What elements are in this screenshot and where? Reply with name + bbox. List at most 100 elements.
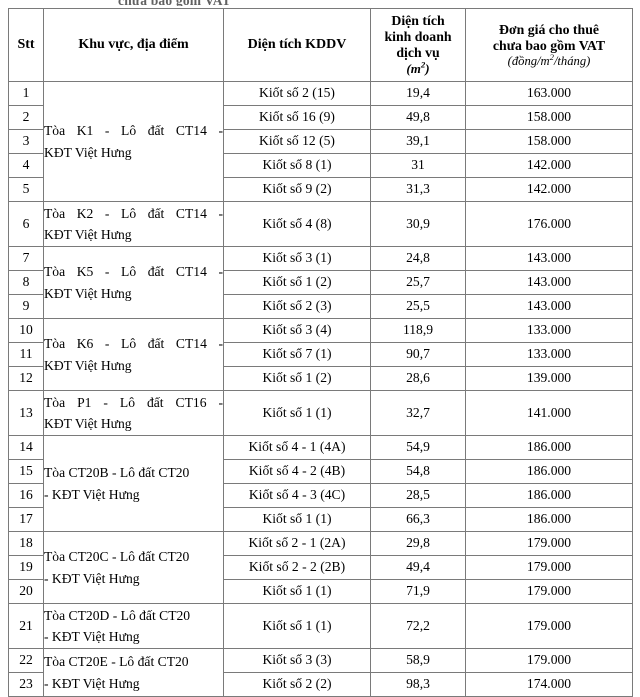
cell-kddv: Kiốt số 1 (2) xyxy=(223,270,371,295)
area-line-1: Tòa K6 - Lô đất CT14 - xyxy=(44,336,223,352)
cell-size: 49,4 xyxy=(370,555,466,580)
cell-kddv: Kiốt số 2 (15) xyxy=(223,81,371,106)
cell-kddv: Kiốt số 8 (1) xyxy=(223,153,371,178)
cell-price: 186.000 xyxy=(465,435,633,460)
cell-size: 54,9 xyxy=(370,435,466,460)
cell-kddv: Kiốt số 2 (3) xyxy=(223,294,371,319)
cell-price: 179.000 xyxy=(465,648,633,673)
cell-price: 163.000 xyxy=(465,81,633,106)
cell-size: 30,9 xyxy=(370,201,466,247)
table-row: 14 Tòa CT20B - Lô đất CT20 - KĐT Việt Hưng… xyxy=(8,435,633,532)
area-line-2: KĐT Việt Hưng xyxy=(44,416,132,431)
cell-kddv: Kiốt số 16 (9) xyxy=(223,105,371,130)
cell-size: 25,7 xyxy=(370,270,466,295)
size-header-line1: Diện tích xyxy=(391,13,445,29)
cell-kddv: Kiốt số 2 - 2 (2B) xyxy=(223,555,371,580)
cell-stt: 14 xyxy=(8,435,44,460)
cell-stt: 16 xyxy=(8,483,44,508)
table-row: 8 Kiốt số 1 (2) 25,7 143.000 xyxy=(8,270,633,295)
cell-stt: 17 xyxy=(8,507,44,532)
cell-area: Tòa K1 - Lô đất CT14 - KĐT Việt Hưng xyxy=(43,81,224,202)
header-row: Stt Khu vực, địa điểm Diện tích KDDV Diệ… xyxy=(8,8,633,82)
size-header-line3: dịch vụ xyxy=(396,45,440,61)
cell-kddv: Kiốt số 4 (8) xyxy=(223,201,371,247)
cell-size: 58,9 xyxy=(370,648,466,673)
cell-size: 31,3 xyxy=(370,177,466,202)
cell-size: 28,5 xyxy=(370,483,466,508)
cell-price: 179.000 xyxy=(465,603,633,649)
cell-price: 186.000 xyxy=(465,483,633,508)
cell-kddv: Kiốt số 3 (1) xyxy=(223,246,371,271)
cell-stt: 4 xyxy=(8,153,44,178)
table-row: 21 Tòa CT20D - Lô đất CT20 - KĐT Việt Hưng… xyxy=(8,603,633,649)
area-line-1: Tòa CT20D - Lô đất CT20 xyxy=(44,607,191,623)
table-row: 12 Kiốt số 1 (2) 28,6 139.000 xyxy=(8,366,633,391)
cell-price: 186.000 xyxy=(465,507,633,532)
table-row: 5 Kiốt số 9 (2) 31,3 142.000 xyxy=(8,177,633,202)
cell-stt: 13 xyxy=(8,390,44,436)
cell-stt: 2 xyxy=(8,105,44,130)
table-row: 9 Kiốt số 2 (3) 25,5 143.000 xyxy=(8,294,633,319)
price-table: Stt Khu vực, địa điểm Diện tích KDDV Diệ… xyxy=(8,8,633,697)
cell-area: Tòa CT20E - Lô đất CT20 - KĐT Việt Hưng xyxy=(43,648,224,697)
column-header-area: Khu vực, địa điểm xyxy=(43,8,224,82)
cell-size: 49,8 xyxy=(370,105,466,130)
cell-price: 142.000 xyxy=(465,153,633,178)
cell-price: 174.000 xyxy=(465,672,633,697)
cell-size: 19,4 xyxy=(370,81,466,106)
cell-stt: 7 xyxy=(8,246,44,271)
area-line-1: Tòa CT20B - Lô đất CT20 xyxy=(44,465,190,481)
cell-size: 72,2 xyxy=(370,603,466,649)
cell-size: 66,3 xyxy=(370,507,466,532)
table-row: 4 Kiốt số 8 (1) 31 142.000 xyxy=(8,153,633,178)
cell-stt: 10 xyxy=(8,318,44,343)
cell-size: 32,7 xyxy=(370,390,466,436)
table-row: 18 Tòa CT20C - Lô đất CT20 - KĐT Việt Hưng… xyxy=(8,531,633,604)
table-row: 20 Kiốt số 1 (1) 71,9 179.000 xyxy=(8,579,633,604)
table-row: 17 Kiốt số 1 (1) 66,3 186.000 xyxy=(8,507,633,532)
cell-price: 179.000 xyxy=(465,579,633,604)
table-row: 11 Kiốt số 7 (1) 90,7 133.000 xyxy=(8,342,633,367)
area-line-1: Tòa K1 - Lô đất CT14 - xyxy=(44,123,223,139)
area-line-1: Tòa P1 - Lô đất CT16 - xyxy=(44,394,223,410)
price-header-line2: chưa bao gồm VAT xyxy=(492,37,606,53)
area-line-2: - KĐT Việt Hưng xyxy=(44,629,140,644)
table-row: 22 Tòa CT20E - Lô đất CT20 - KĐT Việt Hưng… xyxy=(8,648,633,697)
area-line-2: KĐT Việt Hưng xyxy=(44,144,132,160)
cell-stt: 15 xyxy=(8,459,44,484)
cell-area: Tòa K6 - Lô đất CT14 - KĐT Việt Hưng xyxy=(43,318,224,391)
cell-size: 25,5 xyxy=(370,294,466,319)
cell-kddv: Kiốt số 4 - 1 (4A) xyxy=(223,435,371,460)
cell-stt: 8 xyxy=(8,270,44,295)
cell-stt: 11 xyxy=(8,342,44,367)
cell-price: 141.000 xyxy=(465,390,633,436)
cell-kddv: Kiốt số 4 - 2 (4B) xyxy=(223,459,371,484)
cell-stt: 23 xyxy=(8,672,44,697)
cell-area: Tòa K5 - Lô đất CT14 - KĐT Việt Hưng xyxy=(43,246,224,319)
area-line-2: KĐT Việt Hưng xyxy=(44,285,132,301)
cell-kddv: Kiốt số 1 (1) xyxy=(223,579,371,604)
cell-area: Tòa K2 - Lô đất CT14 - KĐT Việt Hưng xyxy=(43,201,224,247)
cell-stt: 3 xyxy=(8,129,44,154)
cell-kddv: Kiốt số 1 (1) xyxy=(223,507,371,532)
cell-price: 186.000 xyxy=(465,459,633,484)
cell-size: 54,8 xyxy=(370,459,466,484)
table-row: 2 Kiốt số 16 (9) 49,8 158.000 xyxy=(8,105,633,130)
cell-kddv: Kiốt số 2 (2) xyxy=(223,672,371,697)
column-header-kddv: Diện tích KDDV xyxy=(223,8,371,82)
column-header-stt: Stt xyxy=(8,8,44,82)
cell-size: 29,8 xyxy=(370,531,466,556)
cell-price: 179.000 xyxy=(465,531,633,556)
size-header-unit: (m2) xyxy=(406,60,430,77)
clipped-header-text: chưa bao gồm VAT xyxy=(118,0,538,6)
cell-kddv: Kiốt số 3 (4) xyxy=(223,318,371,343)
cell-kddv: Kiốt số 3 (3) xyxy=(223,648,371,673)
cell-size: 71,9 xyxy=(370,579,466,604)
cell-size: 90,7 xyxy=(370,342,466,367)
column-header-size: Diện tích kinh doanh dịch vụ (m2) xyxy=(370,8,466,82)
cell-size: 28,6 xyxy=(370,366,466,391)
cell-kddv: Kiốt số 12 (5) xyxy=(223,129,371,154)
cell-price: 133.000 xyxy=(465,318,633,343)
column-header-price: Đơn giá cho thuê chưa bao gồm VAT (đồng/… xyxy=(465,8,633,82)
